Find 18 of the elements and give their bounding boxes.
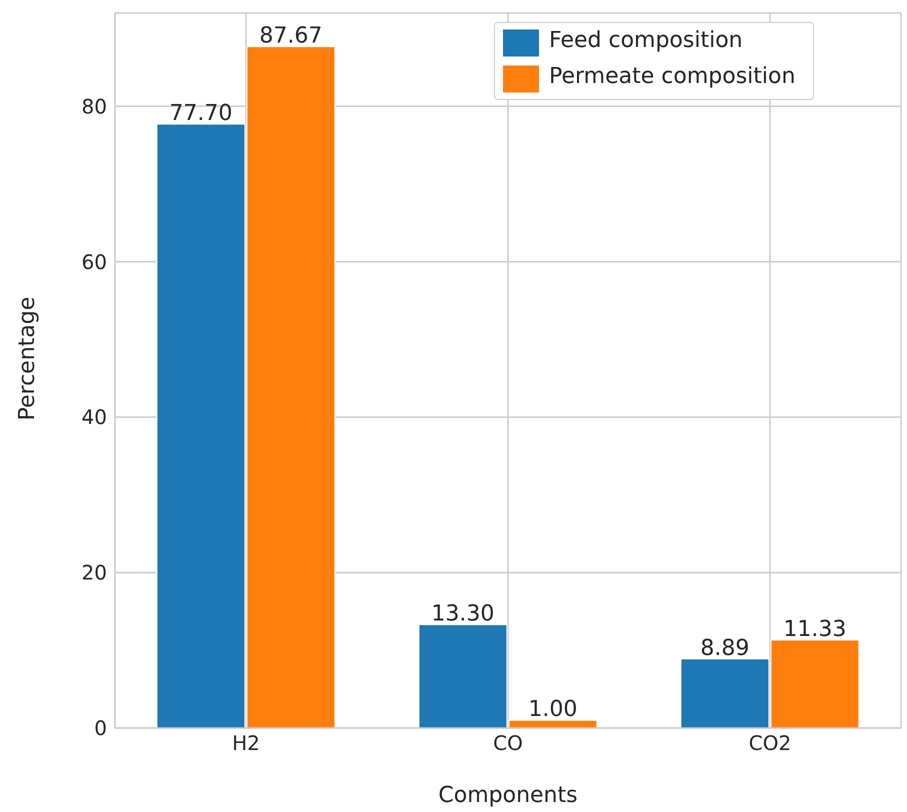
x-tick-label: H2 bbox=[232, 731, 260, 756]
data-label: 1.00 bbox=[528, 697, 578, 722]
y-tick-label: 20 bbox=[82, 560, 107, 585]
legend-label: Permeate composition bbox=[549, 64, 796, 90]
data-label: 13.30 bbox=[431, 602, 494, 627]
x-axis-title: Components bbox=[438, 783, 578, 808]
data-label: 77.70 bbox=[169, 101, 232, 126]
data-label: 87.67 bbox=[259, 24, 322, 49]
y-tick-label: 0 bbox=[94, 716, 107, 740]
x-tick-label: CO bbox=[493, 731, 523, 756]
y-axis-title: Percentage bbox=[14, 296, 40, 420]
legend-label: Feed composition bbox=[549, 28, 743, 54]
data-label: 8.89 bbox=[700, 636, 750, 661]
y-tick-label: 80 bbox=[82, 94, 107, 118]
x-tick-label: CO2 bbox=[748, 731, 792, 756]
y-tick-label: 40 bbox=[82, 405, 107, 430]
data-label: 11.33 bbox=[783, 616, 846, 642]
y-tick-label: 60 bbox=[82, 250, 107, 274]
